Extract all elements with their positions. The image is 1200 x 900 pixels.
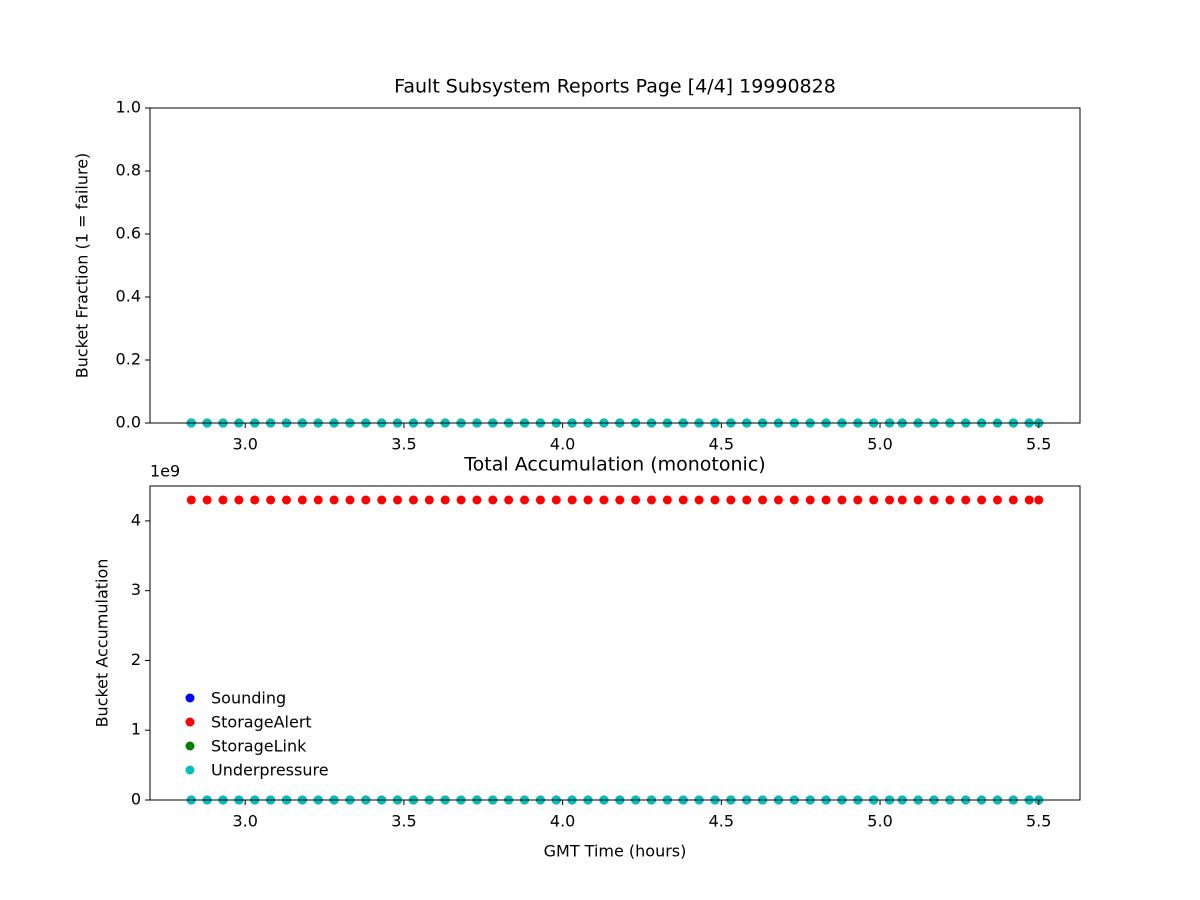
y-offset-label: 1e9 [150, 462, 180, 481]
y-tick-label: 3 [131, 580, 141, 599]
point [393, 495, 403, 505]
point [837, 495, 847, 505]
x-tick-label: 4.5 [709, 812, 734, 831]
point [805, 495, 815, 505]
point [678, 495, 688, 505]
y-tick-label: 0.4 [116, 287, 141, 306]
point [250, 495, 260, 505]
point [869, 495, 879, 505]
point [408, 495, 418, 505]
y-tick-label: 0 [131, 790, 141, 809]
point [710, 495, 720, 505]
x-tick-label: 5.0 [867, 812, 892, 831]
point [329, 495, 339, 505]
point [631, 495, 641, 505]
point [662, 495, 672, 505]
x-tick-label: 5.0 [867, 435, 892, 454]
point [313, 495, 323, 505]
y-tick-label: 2 [131, 650, 141, 669]
point [583, 495, 593, 505]
x-tick-label: 4.0 [550, 435, 575, 454]
point [647, 495, 657, 505]
y-tick-label: 0.8 [116, 161, 141, 180]
legend-label: Underpressure [211, 761, 329, 780]
point [599, 495, 609, 505]
point [913, 495, 923, 505]
legend-label: StorageAlert [211, 713, 312, 732]
axes-frame [149, 107, 1081, 424]
legend-marker [185, 717, 195, 727]
point [504, 495, 514, 505]
point [789, 495, 799, 505]
x-tick-label: 3.5 [391, 812, 416, 831]
x-tick-label: 3.5 [391, 435, 416, 454]
point [440, 495, 450, 505]
point [758, 495, 768, 505]
point [726, 495, 736, 505]
point [773, 495, 783, 505]
point [742, 495, 752, 505]
point [234, 495, 244, 505]
point [488, 495, 498, 505]
legend-marker [185, 765, 195, 775]
x-tick-label: 5.5 [1026, 435, 1051, 454]
x-axis-label: GMT Time (hours) [544, 842, 687, 861]
point [377, 495, 387, 505]
point [520, 495, 530, 505]
point [345, 495, 355, 505]
point [567, 495, 577, 505]
series [186, 418, 1044, 428]
legend-label: StorageLink [211, 737, 307, 756]
y-tick-label: 4 [131, 510, 141, 529]
point [1008, 495, 1018, 505]
legend-marker [185, 693, 195, 703]
chart-title: Total Accumulation (monotonic) [463, 454, 765, 476]
point [945, 495, 955, 505]
x-tick-label: 4.0 [550, 812, 575, 831]
point [535, 495, 545, 505]
point [1024, 495, 1034, 505]
point [424, 495, 434, 505]
point [961, 495, 971, 505]
point [266, 495, 276, 505]
y-tick-label: 1.0 [116, 98, 141, 117]
point [281, 495, 291, 505]
point [218, 495, 228, 505]
point [885, 495, 895, 505]
x-tick-label: 3.0 [232, 812, 257, 831]
point [456, 495, 466, 505]
point [202, 495, 212, 505]
x-tick-label: 4.5 [709, 435, 734, 454]
y-axis-label: Bucket Accumulation [93, 559, 112, 728]
point [929, 495, 939, 505]
x-tick-label: 3.0 [232, 435, 257, 454]
point [551, 495, 561, 505]
axes-frame [149, 485, 1081, 801]
point [992, 495, 1002, 505]
point [897, 495, 907, 505]
legend-label: Sounding [211, 689, 286, 708]
point [853, 495, 863, 505]
legend-marker [185, 741, 195, 751]
point [615, 495, 625, 505]
point [1034, 495, 1044, 505]
point [977, 495, 987, 505]
y-tick-label: 0.0 [116, 413, 141, 432]
y-tick-label: 0.6 [116, 224, 141, 243]
chart-title: Fault Subsystem Reports Page [4/4] 19990… [394, 76, 836, 98]
point [361, 495, 371, 505]
series [186, 495, 1044, 505]
point [821, 495, 831, 505]
point [186, 495, 196, 505]
point [472, 495, 482, 505]
x-tick-label: 5.5 [1026, 812, 1051, 831]
y-axis-label: Bucket Fraction (1 = failure) [73, 153, 92, 379]
point [297, 495, 307, 505]
y-tick-label: 1 [131, 720, 141, 739]
point [694, 495, 704, 505]
y-tick-label: 0.2 [116, 350, 141, 369]
